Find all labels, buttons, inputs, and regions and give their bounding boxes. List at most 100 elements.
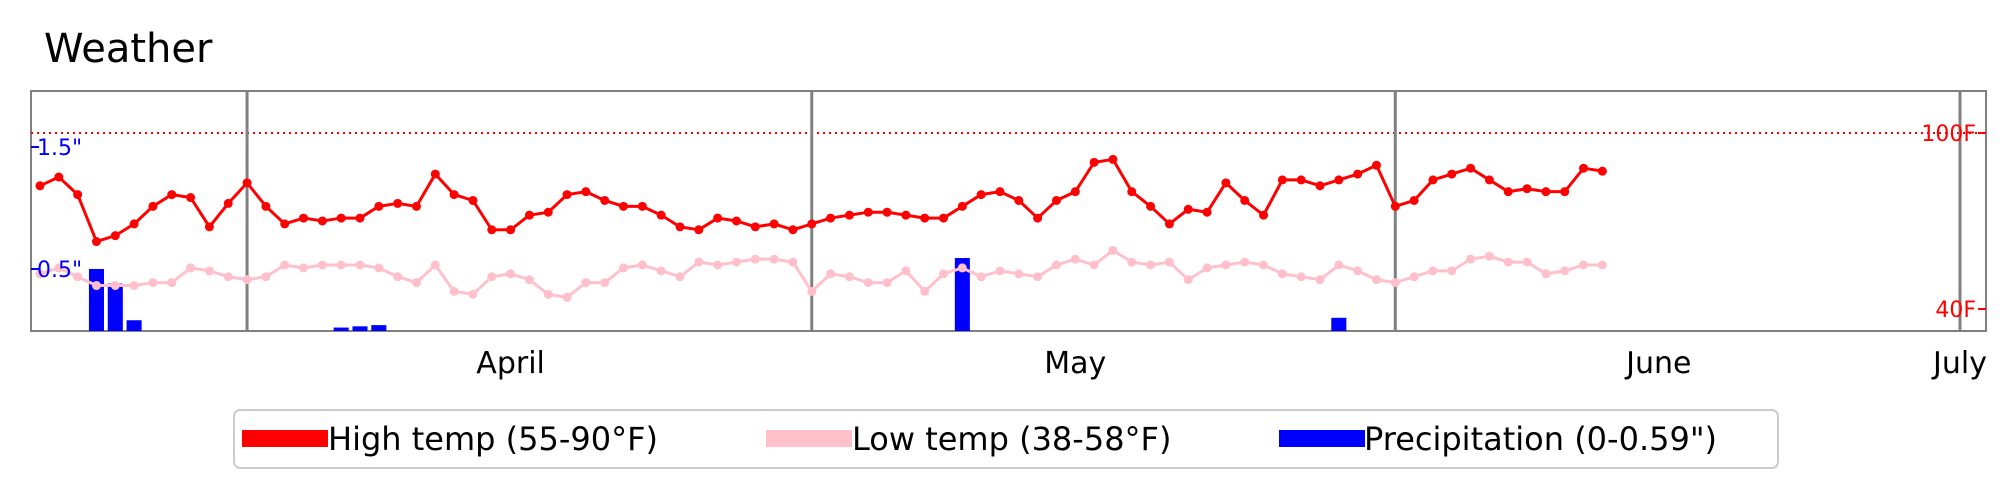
high-temp-point bbox=[675, 222, 685, 232]
high-temp-point bbox=[1579, 163, 1589, 173]
low-temp-point bbox=[826, 269, 836, 279]
low-temp-point bbox=[449, 286, 459, 296]
low-temp-point bbox=[1597, 260, 1607, 270]
high-temp-point bbox=[317, 216, 327, 226]
temp-tick-label: 40F bbox=[1935, 298, 1976, 323]
precipitation-bar bbox=[333, 327, 349, 331]
low-temp-point bbox=[769, 254, 779, 264]
low-temp-point bbox=[1070, 254, 1080, 264]
precip-tick-label: 0.5" bbox=[37, 258, 82, 283]
high-temp-point bbox=[1409, 195, 1419, 205]
high-temp-point bbox=[1484, 175, 1494, 185]
month-label: May bbox=[1044, 346, 1106, 381]
low-temp-point bbox=[1371, 275, 1381, 285]
high-temp-point bbox=[600, 195, 610, 205]
low-temp-point bbox=[1221, 260, 1231, 270]
low-temp-point bbox=[1484, 251, 1494, 261]
high-temp-point bbox=[355, 213, 365, 223]
high-temp-point bbox=[1146, 201, 1156, 211]
high-temp-point bbox=[656, 210, 666, 220]
high-temp-point bbox=[1070, 187, 1080, 197]
high-temp-point bbox=[1108, 154, 1118, 164]
high-temp-point bbox=[713, 213, 723, 223]
low-temp-point bbox=[54, 263, 64, 273]
low-temp-point bbox=[1202, 263, 1212, 273]
high-temp-point bbox=[1014, 195, 1024, 205]
precipitation-bar bbox=[1331, 317, 1347, 331]
high-temp-point bbox=[261, 201, 271, 211]
high-temp-point bbox=[336, 213, 346, 223]
high-temp-point bbox=[411, 201, 421, 211]
high-temp-point bbox=[430, 169, 440, 179]
high-temp-point bbox=[129, 219, 139, 229]
low-temp-point bbox=[656, 266, 666, 276]
low-temp-point bbox=[995, 266, 1005, 276]
high-temp-point bbox=[110, 231, 120, 241]
low-temp-point bbox=[1146, 260, 1156, 270]
high-temp-point bbox=[1447, 169, 1457, 179]
high-temp-point bbox=[54, 172, 64, 182]
low-temp-point bbox=[976, 272, 986, 282]
low-temp-point bbox=[1183, 275, 1193, 285]
high-temp-point bbox=[1390, 201, 1400, 211]
high-temp-point bbox=[619, 201, 629, 211]
precipitation-bar bbox=[371, 325, 387, 331]
low-temp-point bbox=[35, 269, 45, 279]
low-temp-point bbox=[1447, 266, 1457, 276]
high-temp-point bbox=[242, 178, 252, 188]
precipitation-bar bbox=[352, 326, 368, 331]
low-temp-point bbox=[1579, 260, 1589, 270]
low-temp-point bbox=[600, 278, 610, 288]
low-temp-point bbox=[1089, 260, 1099, 270]
high-temp-point bbox=[1597, 166, 1607, 176]
low-temp-point bbox=[1033, 272, 1043, 282]
legend-swatch bbox=[242, 430, 328, 447]
precip-tick-label: 1.5" bbox=[37, 136, 82, 161]
low-temp-point bbox=[317, 260, 327, 270]
low-temp-point bbox=[1334, 260, 1344, 270]
high-temp-point bbox=[299, 213, 309, 223]
low-temp-point bbox=[1409, 272, 1419, 282]
low-temp-point bbox=[393, 272, 403, 282]
high-temp-point bbox=[73, 190, 83, 200]
high-temp-point bbox=[223, 198, 233, 208]
low-temp-point bbox=[73, 272, 83, 282]
high-temp-point bbox=[750, 222, 760, 232]
high-temp-point bbox=[1259, 210, 1269, 220]
low-temp-point bbox=[788, 257, 798, 267]
high-temp-point bbox=[1183, 204, 1193, 214]
low-temp-point bbox=[1390, 278, 1400, 288]
low-temp-point bbox=[694, 257, 704, 267]
high-temp-point bbox=[449, 190, 459, 200]
high-temp-point bbox=[204, 222, 214, 232]
high-temp-point bbox=[1503, 187, 1513, 197]
high-temp-point bbox=[939, 213, 949, 223]
low-temp-point bbox=[487, 272, 497, 282]
high-temp-point bbox=[1127, 187, 1137, 197]
low-temp-point bbox=[242, 275, 252, 285]
low-temp-point bbox=[355, 260, 365, 270]
high-temp-point bbox=[91, 237, 101, 247]
high-temp-point bbox=[148, 201, 158, 211]
temp-tick-label: 100F bbox=[1921, 122, 1976, 147]
high-temp-point bbox=[788, 225, 798, 235]
low-temp-point bbox=[619, 263, 629, 273]
high-temp-point bbox=[487, 225, 497, 235]
high-temp-point bbox=[1296, 175, 1306, 185]
precipitation-bar bbox=[126, 320, 142, 331]
high-temp-point bbox=[882, 207, 892, 217]
low-temp-point bbox=[1315, 275, 1325, 285]
high-temp-point bbox=[694, 225, 704, 235]
low-temp-point bbox=[167, 278, 177, 288]
low-temp-point bbox=[807, 286, 817, 296]
high-temp-point bbox=[731, 216, 741, 226]
month-label: April bbox=[476, 346, 545, 381]
legend-box bbox=[233, 409, 1779, 469]
low-temp-point bbox=[844, 272, 854, 282]
high-temp-point bbox=[1277, 175, 1287, 185]
low-temp-point bbox=[637, 260, 647, 270]
low-temp-point bbox=[731, 257, 741, 267]
plot-frame bbox=[30, 90, 1987, 332]
legend-swatch bbox=[766, 430, 852, 447]
low-temp-point bbox=[1466, 254, 1476, 264]
